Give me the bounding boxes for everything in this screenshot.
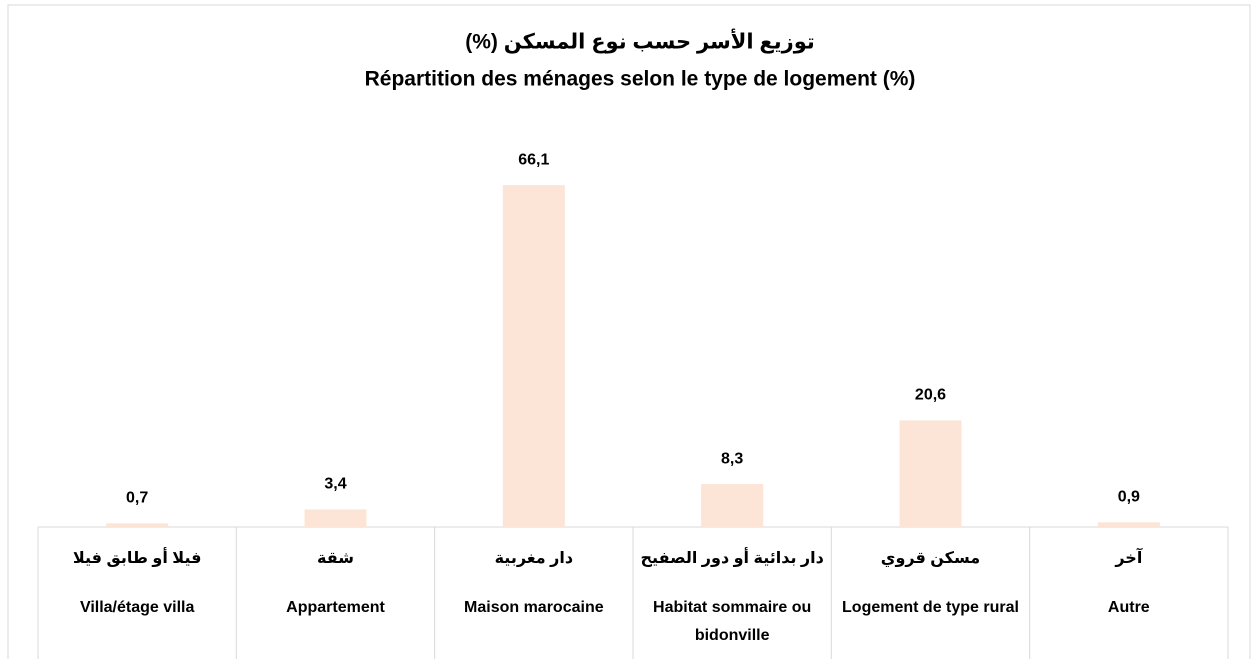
data-label: 0,9: [1118, 489, 1140, 506]
data-label: 66,1: [518, 151, 549, 168]
x-tick-label-ar: دار مغربية: [494, 550, 574, 567]
x-tick-label: Villa/étage villa: [79, 599, 195, 616]
chart-subtitle: Répartition des ménages selon le type de…: [365, 68, 916, 91]
x-tick-label: Appartement: [286, 599, 385, 616]
x-tick-label: Maison marocaine: [464, 599, 604, 616]
x-tick-label-ar: فيلا أو طابق فيلا: [72, 550, 202, 567]
x-tick-label: Autre: [1107, 599, 1150, 616]
x-tick-label: Habitat sommaire ou bidonville: [653, 599, 812, 644]
x-tick-label-ar: دار بدائية أو دور الصفيح: [640, 550, 824, 567]
bar: [1097, 522, 1160, 527]
x-tick-label: Logement de type rural: [842, 599, 1019, 616]
chart-border: [7, 4, 1251, 659]
bar: [502, 185, 565, 527]
data-label: 3,4: [324, 476, 346, 493]
bar: [304, 509, 367, 527]
chart-title: توزيع الأسر حسب نوع المسكن (%): [465, 28, 815, 54]
x-tick-label-ar: مسكن قروي: [880, 550, 981, 567]
x-tick-label-ar: آخر: [1115, 550, 1143, 567]
data-label: 20,6: [915, 387, 946, 404]
x-tick-label-ar: شقة: [317, 550, 354, 567]
data-label: 0,7: [126, 490, 148, 507]
data-label: 8,3: [721, 450, 743, 467]
bar: [701, 484, 764, 527]
bar: [899, 420, 962, 527]
bar: [106, 523, 169, 527]
